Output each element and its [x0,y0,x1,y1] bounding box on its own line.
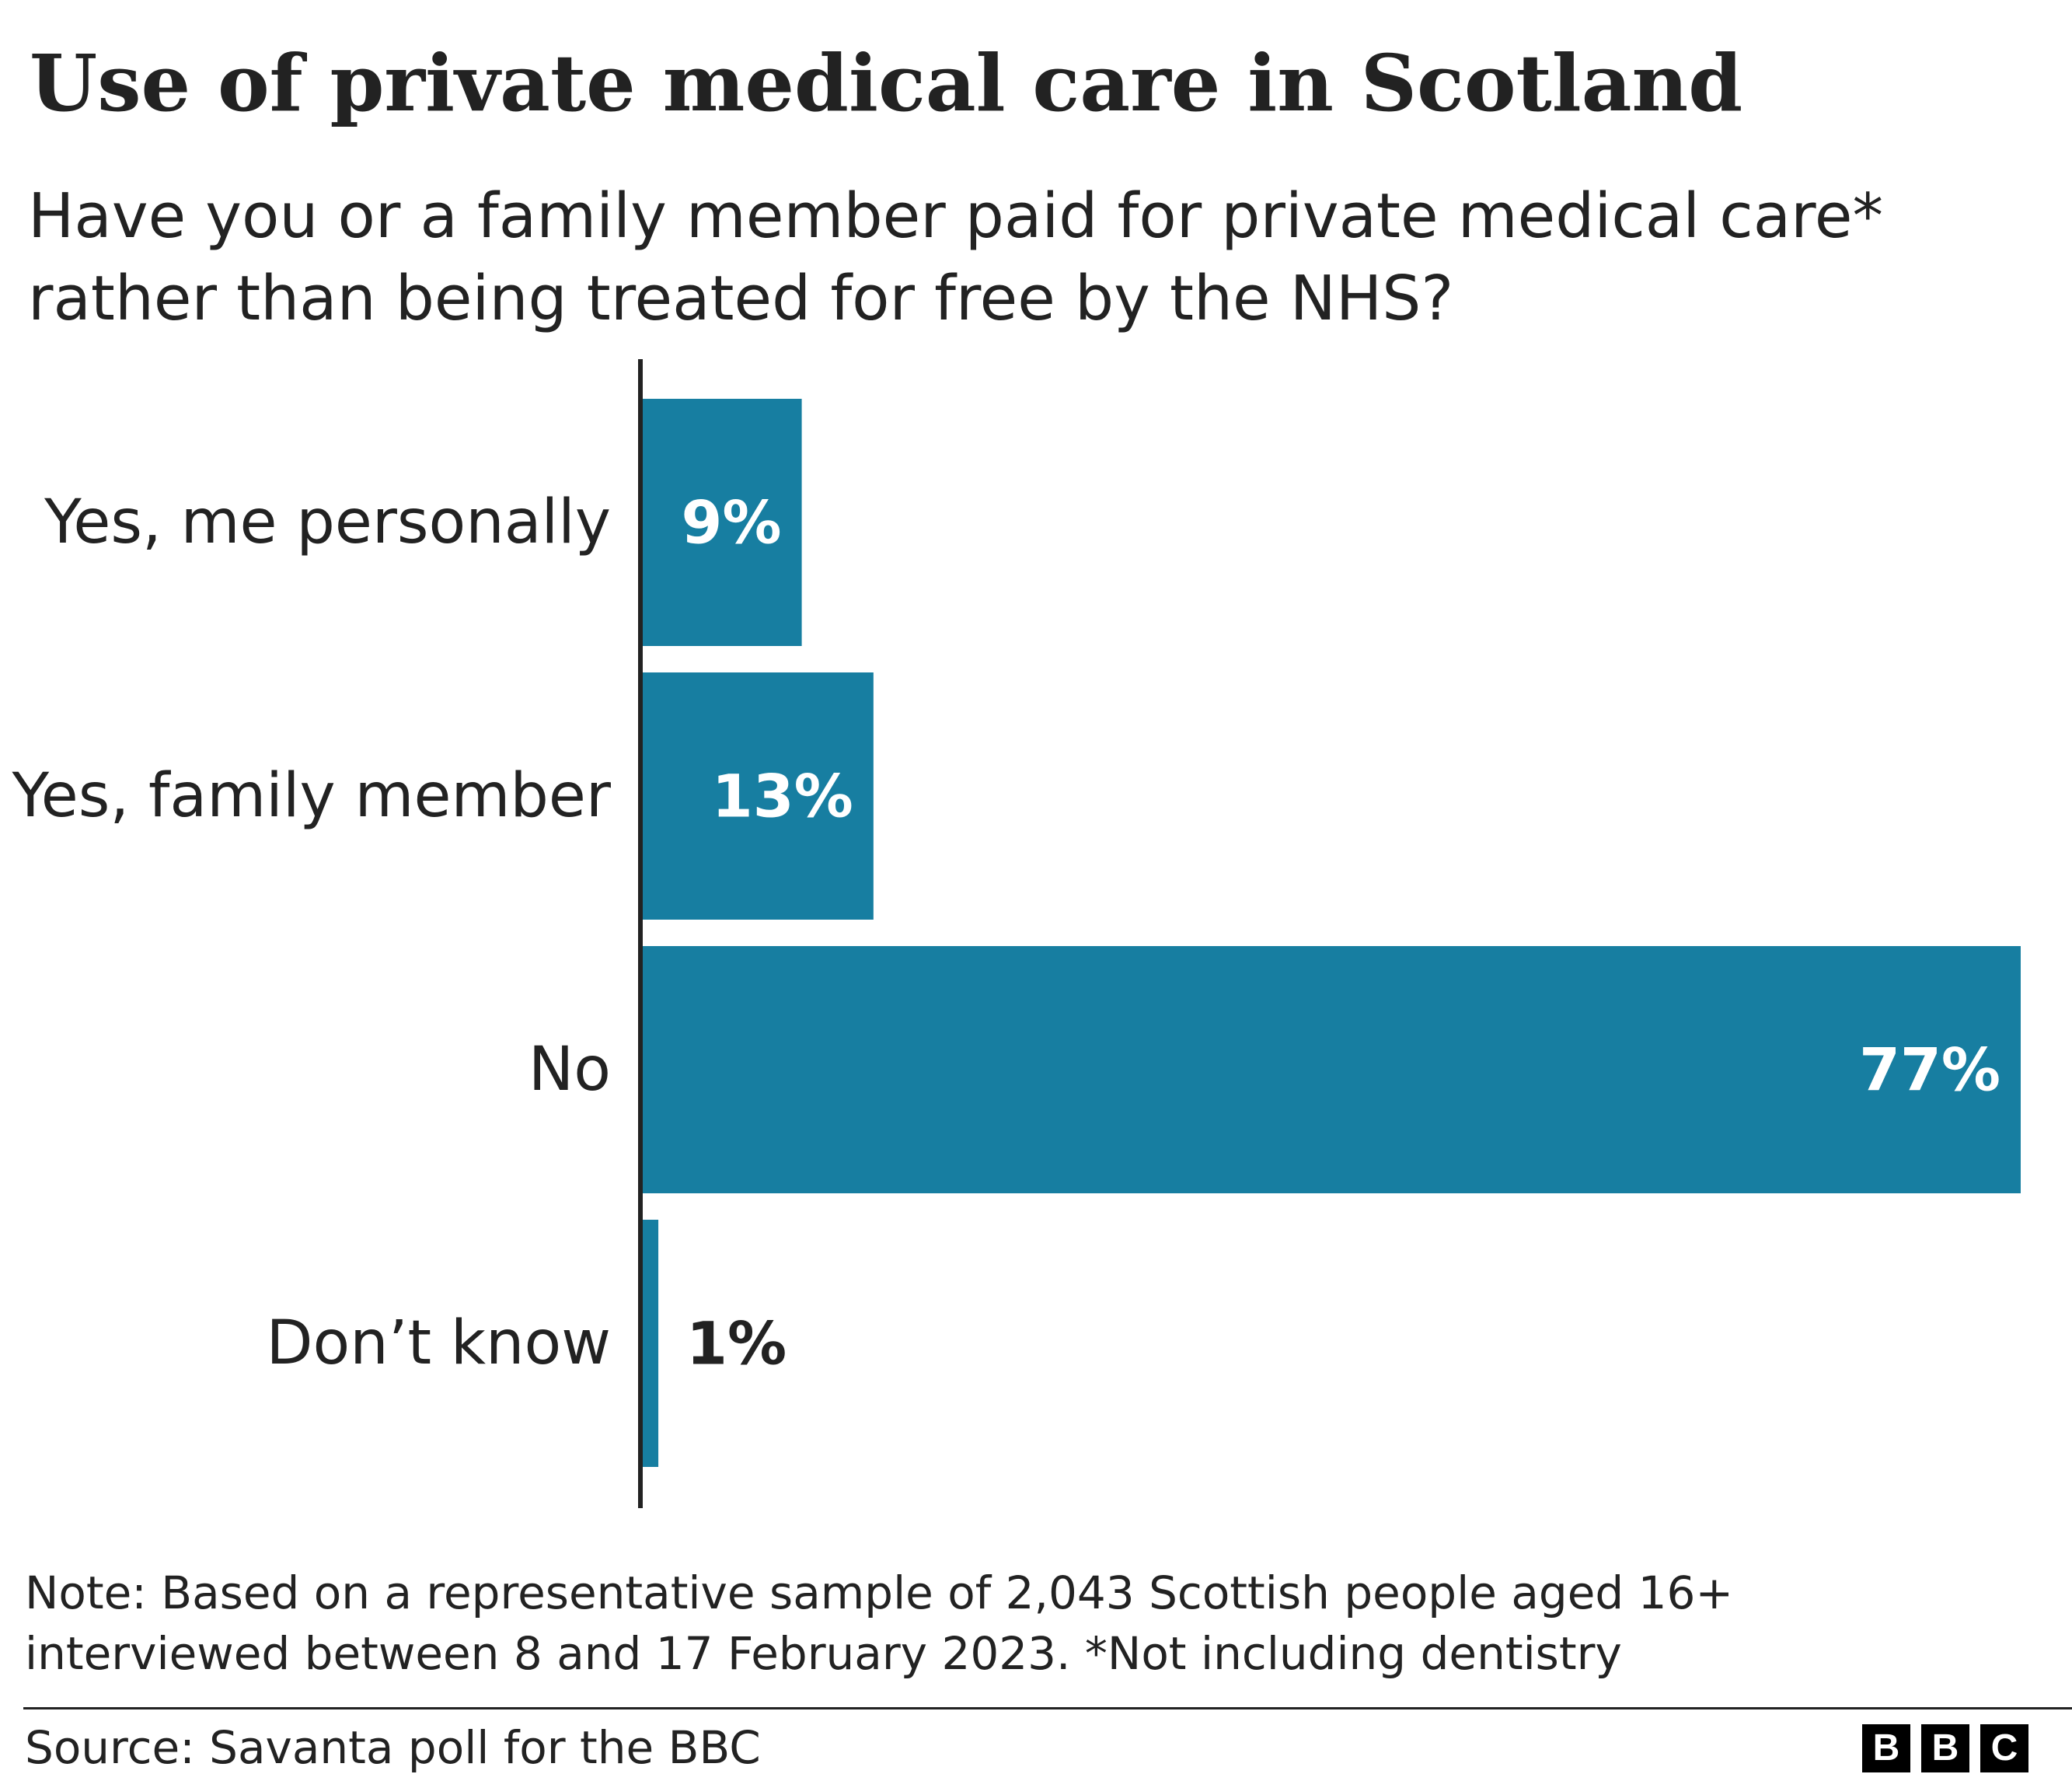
value-label-1: 9% [682,488,782,557]
bar-2 [640,672,874,920]
subtitle-line-2: rather than being treated for free by th… [28,263,1454,334]
value-label-3: 77% [1859,1035,2000,1105]
category-label-2: Yes, family member [11,761,611,831]
footer-divider [23,1707,2072,1709]
bbc-logo-letter-1: B [1862,1724,1910,1772]
bbc-logo-letter-2: B [1921,1724,1969,1772]
bar-1 [640,399,802,646]
bbc-logo-letter-3: C [1980,1724,2028,1772]
value-label-4: 1% [686,1309,787,1378]
source-text: Source: Savanta poll for the BBC [25,1721,761,1774]
chart-note: Note: Based on a representative sample o… [25,1563,2046,1684]
bar-chart: Yes, me personally 9% Yes, family member 13… [11,359,2021,1508]
bbc-logo: B B C [1862,1724,2028,1772]
chart-title: Use of private medical care in Scotland [30,37,1743,129]
note-line-1: Note: Based on a representative sample o… [25,1566,1734,1619]
bar-3 [640,946,2021,1193]
category-label-1: Yes, me personally [44,487,611,557]
chart-subtitle: Have you or a family member paid for pri… [28,175,2018,340]
category-label-3: No [528,1035,611,1105]
value-label-2: 13% [712,762,853,831]
subtitle-line-1: Have you or a family member paid for pri… [28,180,1883,252]
bar-4 [640,1220,659,1467]
category-label-4: Don’t know [266,1308,611,1378]
note-line-2: interviewed between 8 and 17 February 20… [25,1627,1622,1680]
